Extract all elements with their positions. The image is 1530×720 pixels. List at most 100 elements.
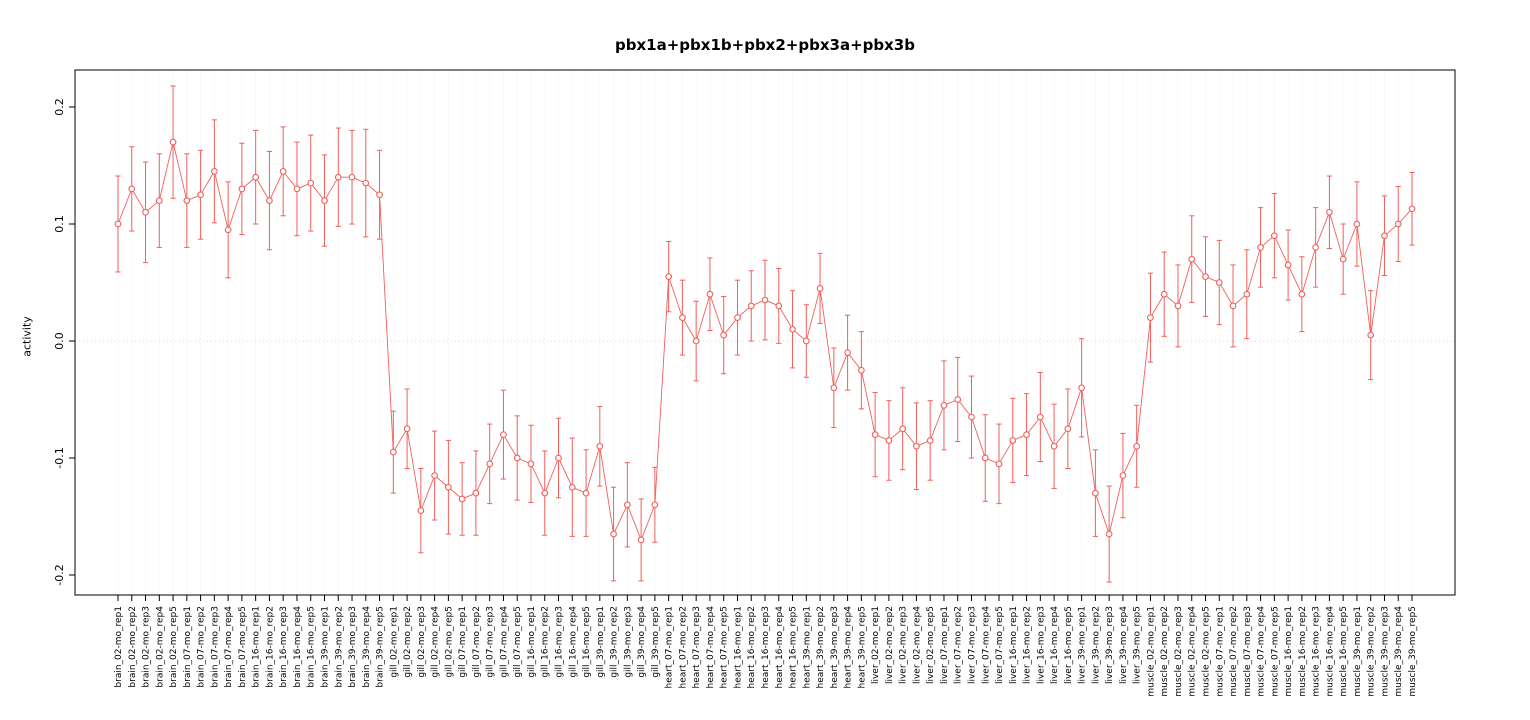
x-tick-label: muscle_07-mo_rep5 (1270, 606, 1280, 697)
data-point (1353, 220, 1361, 228)
x-tick-label: muscle_07-mo_rep1 (1215, 606, 1225, 697)
data-point (734, 314, 741, 321)
x-tick-label: liver_16-mo_rep5 (1064, 606, 1074, 684)
x-tick-label: muscle_02-mo_rep5 (1202, 606, 1212, 697)
x-tick-label: muscle_07-mo_rep2 (1229, 606, 1239, 697)
x-tick-label: muscle_16-mo_rep4 (1325, 606, 1335, 697)
data-point (596, 442, 604, 450)
x-tick-label: brain_39-mo_rep1 (320, 606, 330, 688)
data-point (981, 454, 989, 462)
data-point (1381, 232, 1388, 240)
x-tick-label: liver_39-mo_rep5 (1133, 606, 1143, 684)
x-tick-label: muscle_02-mo_rep3 (1174, 606, 1184, 697)
data-point (1119, 472, 1127, 479)
x-tick-label: liver_16-mo_rep3 (1036, 606, 1046, 684)
x-tick-label: heart_39-mo_rep5 (857, 606, 867, 688)
data-point (376, 191, 383, 199)
data-point (1257, 244, 1264, 251)
data-point (1105, 530, 1113, 538)
x-tick-label: liver_02-mo_rep2 (885, 606, 895, 684)
x-tick-label: gill_02-mo_rep4 (431, 606, 441, 678)
x-tick-label: brain_39-mo_rep3 (348, 606, 358, 688)
data-point (307, 179, 315, 187)
x-tick-label: brain_16-mo_rep2 (265, 606, 275, 688)
data-point (679, 314, 686, 321)
data-point (706, 290, 714, 298)
x-tick-label: heart_16-mo_rep2 (747, 606, 757, 688)
x-tick-label: liver_16-mo_rep4 (1050, 606, 1060, 684)
data-point (1312, 244, 1319, 251)
x-tick-label: heart_07-mo_rep5 (720, 606, 730, 688)
data-point (899, 425, 907, 433)
x-tick-label: gill_16-mo_rep4 (568, 606, 578, 678)
data-point (775, 302, 783, 310)
x-tick-label: liver_07-mo_rep1 (940, 606, 950, 684)
data-point (1036, 413, 1044, 421)
x-tick-label: muscle_16-mo_rep1 (1284, 606, 1294, 697)
x-tick-label: brain_02-mo_rep3 (142, 606, 152, 688)
x-tick-label: heart_39-mo_rep4 (844, 606, 854, 689)
x-tick-label: muscle_16-mo_rep5 (1339, 606, 1349, 697)
data-point (692, 337, 700, 345)
x-tick-label: brain_39-mo_rep2 (334, 606, 344, 688)
data-point (211, 168, 218, 175)
x-tick-label: gill_07-mo_rep4 (499, 606, 509, 678)
y-tick-label: 0.2 (53, 98, 66, 116)
x-tick-label: gill_07-mo_rep5 (513, 606, 523, 678)
data-point (472, 489, 480, 497)
x-tick-label: brain_02-mo_rep1 (114, 606, 124, 688)
y-tick-label: -0.2 (53, 564, 66, 585)
data-point (293, 185, 301, 193)
data-point (1394, 220, 1402, 228)
data-point (885, 437, 893, 444)
x-tick-label: heart_16-mo_rep1 (733, 606, 743, 688)
data-point (830, 384, 838, 392)
x-tick-label: gill_16-mo_rep1 (527, 606, 537, 678)
data-point (582, 489, 590, 497)
data-point (1064, 425, 1072, 433)
data-point (279, 168, 287, 175)
data-point (1078, 384, 1085, 392)
x-tick-label: liver_39-mo_rep4 (1119, 606, 1129, 684)
x-tick-label: muscle_02-mo_rep4 (1188, 606, 1198, 697)
data-point (321, 197, 328, 204)
data-point (1092, 489, 1099, 497)
data-point (968, 413, 975, 421)
data-point (128, 185, 136, 193)
x-tick-label: brain_02-mo_rep2 (128, 606, 138, 688)
data-point (403, 425, 411, 433)
x-tick-label: muscle_02-mo_rep1 (1146, 606, 1156, 697)
x-tick-label: liver_16-mo_rep2 (1023, 606, 1033, 684)
x-tick-label: muscle_39-mo_rep4 (1394, 606, 1404, 697)
x-tick-label: liver_02-mo_rep5 (926, 606, 936, 684)
data-point (1009, 437, 1017, 444)
series-line (117, 141, 1413, 542)
x-tick-label: heart_07-mo_rep3 (692, 606, 702, 688)
x-tick-label: brain_16-mo_rep5 (307, 606, 317, 688)
data-point (665, 273, 672, 281)
y-axis: -0.2 -0.1 0.0 0.1 0.2 (53, 98, 75, 586)
data-point (637, 536, 645, 544)
series-polyline (117, 141, 1413, 542)
y-tick-label: -0.1 (53, 447, 66, 468)
data-point (1326, 208, 1333, 216)
data-point (747, 302, 755, 310)
x-tick-label: liver_39-mo_rep3 (1105, 606, 1115, 684)
data-point (1023, 431, 1030, 438)
x-tick-label: gill_07-mo_rep2 (472, 606, 482, 678)
data-point (720, 331, 728, 339)
x-tick-label: liver_07-mo_rep2 (954, 606, 964, 684)
x-tick-label: liver_02-mo_rep1 (871, 606, 881, 684)
x-tick-label: heart_16-mo_rep3 (761, 606, 771, 688)
x-tick-label: liver_07-mo_rep3 (967, 606, 977, 684)
x-tick-label: heart_07-mo_rep4 (706, 606, 716, 689)
data-point (1160, 290, 1168, 298)
data-point (1284, 261, 1292, 269)
x-tick-label: gill_02-mo_rep2 (403, 606, 413, 678)
data-point (458, 495, 466, 503)
x-tick-label: gill_16-mo_rep2 (541, 606, 551, 678)
x-tick-label: muscle_02-mo_rep2 (1160, 606, 1170, 697)
x-tick-label: liver_07-mo_rep5 (995, 606, 1005, 684)
x-tick-label: brain_02-mo_rep5 (169, 606, 179, 688)
